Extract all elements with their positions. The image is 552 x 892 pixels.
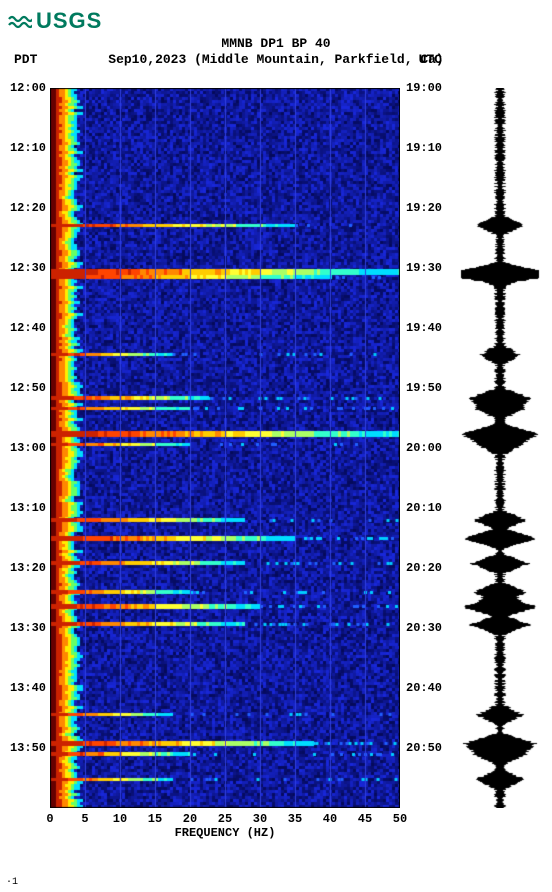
right-time-tick: 20:50 — [406, 741, 442, 755]
right-time-tick: 19:00 — [406, 81, 442, 95]
usgs-logo: USGS — [8, 8, 102, 34]
left-time-tick: 12:10 — [10, 141, 46, 155]
freq-tick: 10 — [113, 812, 127, 826]
right-time-tick: 19:10 — [406, 141, 442, 155]
freq-tick: 30 — [253, 812, 267, 826]
right-time-tick: 19:40 — [406, 321, 442, 335]
freq-tick: 35 — [288, 812, 302, 826]
right-time-tick: 20:30 — [406, 621, 442, 635]
right-time-tick: 20:20 — [406, 561, 442, 575]
footnote: ·1 — [6, 877, 18, 888]
left-time-tick: 13:10 — [10, 501, 46, 515]
wave-icon — [8, 9, 32, 33]
right-time-tick: 20:40 — [406, 681, 442, 695]
freq-tick: 0 — [46, 812, 53, 826]
right-time-tick: 19:30 — [406, 261, 442, 275]
left-time-tick: 13:50 — [10, 741, 46, 755]
x-axis-label: FREQUENCY (HZ) — [50, 826, 400, 840]
left-time-tick: 12:50 — [10, 381, 46, 395]
freq-tick: 45 — [358, 812, 372, 826]
left-time-tick: 12:20 — [10, 201, 46, 215]
spectrogram-plot — [50, 88, 400, 808]
right-time-tick: 19:20 — [406, 201, 442, 215]
right-time-tick: 19:50 — [406, 381, 442, 395]
title-station: MMNB DP1 BP 40 — [0, 36, 552, 51]
right-timezone-label: UTC — [419, 52, 442, 67]
freq-tick: 15 — [148, 812, 162, 826]
title-location: Sep10,2023 (Middle Mountain, Parkfield, … — [0, 52, 552, 67]
logo-text: USGS — [36, 8, 102, 34]
left-time-tick: 13:30 — [10, 621, 46, 635]
right-time-tick: 20:10 — [406, 501, 442, 515]
freq-tick: 25 — [218, 812, 232, 826]
left-time-tick: 13:40 — [10, 681, 46, 695]
freq-tick: 5 — [81, 812, 88, 826]
right-time-tick: 20:00 — [406, 441, 442, 455]
left-time-tick: 13:00 — [10, 441, 46, 455]
freq-tick: 50 — [393, 812, 407, 826]
freq-tick: 40 — [323, 812, 337, 826]
left-time-tick: 12:00 — [10, 81, 46, 95]
waveform-plot — [460, 88, 540, 808]
left-timezone-label: PDT — [14, 52, 37, 67]
freq-tick: 20 — [183, 812, 197, 826]
left-time-tick: 12:40 — [10, 321, 46, 335]
left-time-tick: 12:30 — [10, 261, 46, 275]
left-time-tick: 13:20 — [10, 561, 46, 575]
